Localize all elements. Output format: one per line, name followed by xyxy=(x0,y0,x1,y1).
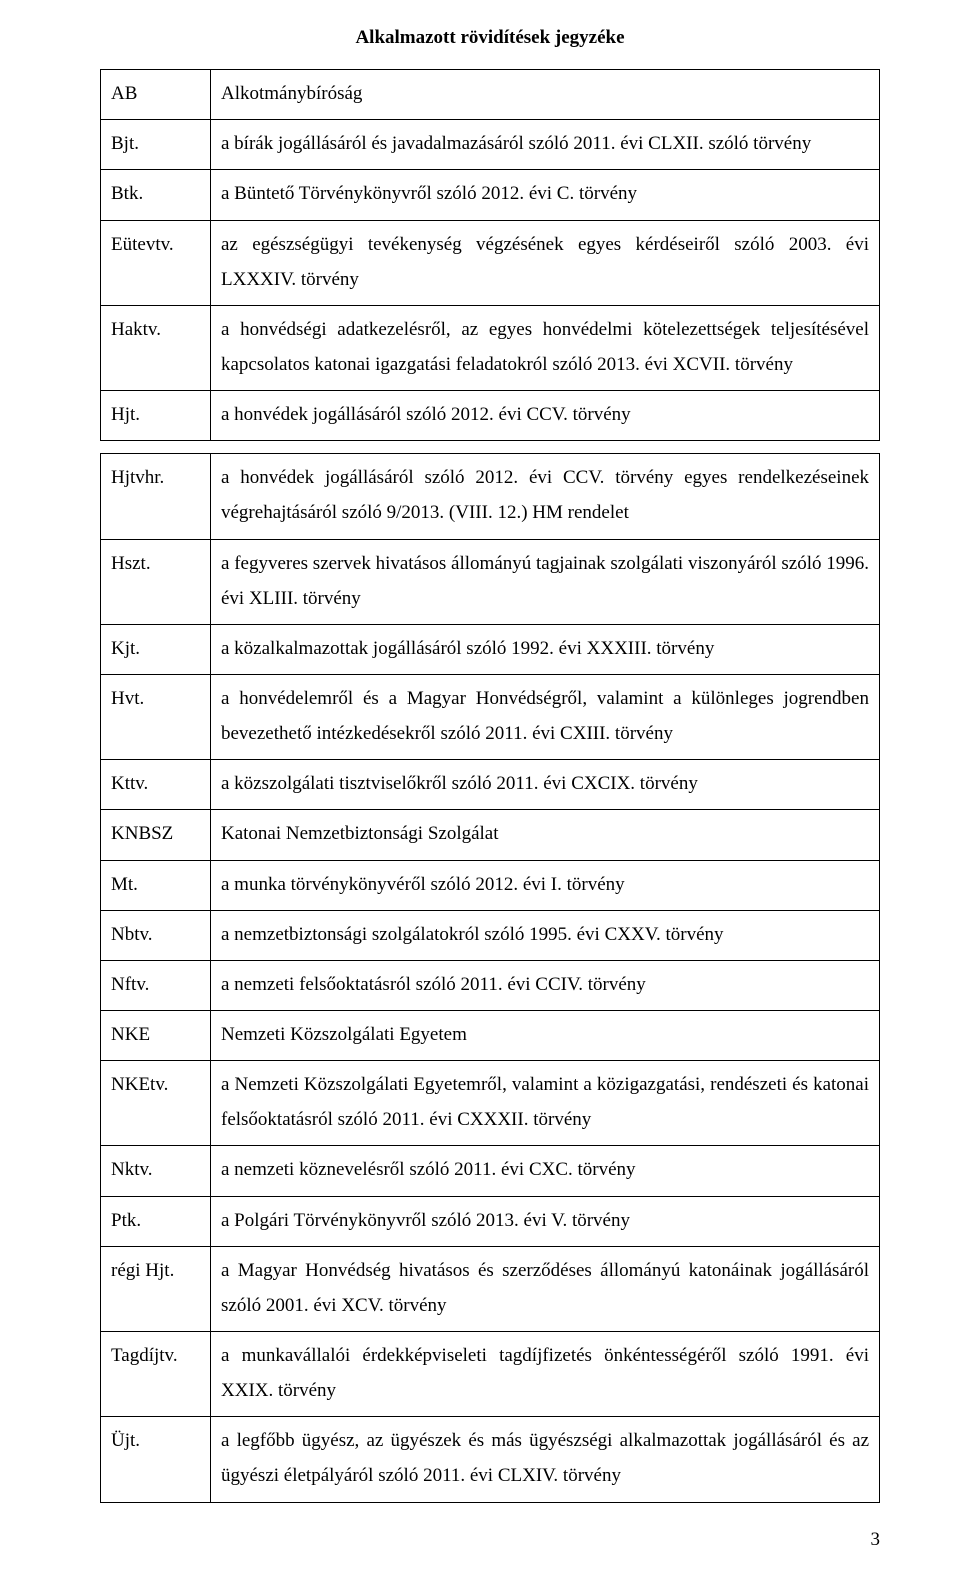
table-row: NKEtv.a Nemzeti Közszolgálati Egyetemről… xyxy=(101,1061,880,1146)
table-row: Eütevtv.az egészségügyi tevékenység végz… xyxy=(101,220,880,305)
definition-cell: a honvédségi adatkezelésről, az egyes ho… xyxy=(211,305,880,390)
definition-cell: a Büntető Törvénykönyvről szóló 2012. év… xyxy=(211,170,880,220)
table-row: Nftv.a nemzeti felsőoktatásról szóló 201… xyxy=(101,960,880,1010)
abbr-cell: Haktv. xyxy=(101,305,211,390)
table-row: Hjtvhr.a honvédek jogállásáról szóló 201… xyxy=(101,454,880,539)
definition-cell: a honvédelemről és a Magyar Honvédségről… xyxy=(211,674,880,759)
abbr-cell: Mt. xyxy=(101,860,211,910)
table-row: Hvt.a honvédelemről és a Magyar Honvédsé… xyxy=(101,674,880,759)
definition-cell: a Polgári Törvénykönyvről szóló 2013. év… xyxy=(211,1196,880,1246)
page-title: Alkalmazott rövidítések jegyzéke xyxy=(100,20,880,55)
table-row: Mt.a munka törvénykönyvéről szóló 2012. … xyxy=(101,860,880,910)
table-row: régi Hjt.a Magyar Honvédség hivatásos és… xyxy=(101,1246,880,1331)
abbr-cell: NKE xyxy=(101,1010,211,1060)
table-row: Hjt.a honvédek jogállásáról szóló 2012. … xyxy=(101,391,880,441)
abbr-cell: Btk. xyxy=(101,170,211,220)
table-row: KNBSZKatonai Nemzetbiztonsági Szolgálat xyxy=(101,810,880,860)
abbr-cell: Ptk. xyxy=(101,1196,211,1246)
abbr-cell: Hvt. xyxy=(101,674,211,759)
table-row: Hszt.a fegyveres szervek hivatásos állom… xyxy=(101,539,880,624)
definition-cell: a közszolgálati tisztviselőkről szóló 20… xyxy=(211,760,880,810)
definition-cell: a fegyveres szervek hivatásos állományú … xyxy=(211,539,880,624)
table-row: ABAlkotmánybíróság xyxy=(101,70,880,120)
abbr-cell: Nbtv. xyxy=(101,910,211,960)
definition-cell: a munka törvénykönyvéről szóló 2012. évi… xyxy=(211,860,880,910)
abbr-cell: KNBSZ xyxy=(101,810,211,860)
abbr-cell: Tagdíjtv. xyxy=(101,1331,211,1416)
abbr-cell: Üjt. xyxy=(101,1417,211,1502)
abbr-cell: Nktv. xyxy=(101,1146,211,1196)
table-row: Btk.a Büntető Törvénykönyvről szóló 2012… xyxy=(101,170,880,220)
abbr-cell: Kjt. xyxy=(101,624,211,674)
table-row: Ptk.a Polgári Törvénykönyvről szóló 2013… xyxy=(101,1196,880,1246)
abbr-cell: Bjt. xyxy=(101,120,211,170)
definition-cell: a nemzetbiztonsági szolgálatokról szóló … xyxy=(211,910,880,960)
abbr-cell: Nftv. xyxy=(101,960,211,1010)
table-row: Üjt.a legfőbb ügyész, az ügyészek és más… xyxy=(101,1417,880,1502)
abbr-cell: AB xyxy=(101,70,211,120)
definition-cell: az egészségügyi tevékenység végzésének e… xyxy=(211,220,880,305)
definition-cell: a honvédek jogállásáról szóló 2012. évi … xyxy=(211,454,880,539)
abbrev-table-2: Hjtvhr.a honvédek jogállásáról szóló 201… xyxy=(100,453,880,1502)
abbr-cell: NKEtv. xyxy=(101,1061,211,1146)
table-row: Tagdíjtv.a munkavállalói érdekképviselet… xyxy=(101,1331,880,1416)
table-row: Kttv.a közszolgálati tisztviselőkről szó… xyxy=(101,760,880,810)
table-row: Bjt.a bírák jogállásáról és javadalmazás… xyxy=(101,120,880,170)
abbr-cell: Hjtvhr. xyxy=(101,454,211,539)
abbr-cell: Hjt. xyxy=(101,391,211,441)
page-number: 3 xyxy=(871,1522,881,1557)
definition-cell: Nemzeti Közszolgálati Egyetem xyxy=(211,1010,880,1060)
abbrev-table-1: ABAlkotmánybíróságBjt.a bírák jogállásár… xyxy=(100,69,880,441)
definition-cell: Alkotmánybíróság xyxy=(211,70,880,120)
abbr-cell: Hszt. xyxy=(101,539,211,624)
definition-cell: a legfőbb ügyész, az ügyészek és más ügy… xyxy=(211,1417,880,1502)
table-row: Nbtv.a nemzetbiztonsági szolgálatokról s… xyxy=(101,910,880,960)
definition-cell: a munkavállalói érdekképviseleti tagdíjf… xyxy=(211,1331,880,1416)
table-row: Haktv.a honvédségi adatkezelésről, az eg… xyxy=(101,305,880,390)
table-row: Kjt.a közalkalmazottak jogállásáról szól… xyxy=(101,624,880,674)
abbr-cell: régi Hjt. xyxy=(101,1246,211,1331)
definition-cell: a Magyar Honvédség hivatásos és szerződé… xyxy=(211,1246,880,1331)
table-row: NKENemzeti Közszolgálati Egyetem xyxy=(101,1010,880,1060)
definition-cell: a nemzeti köznevelésről szóló 2011. évi … xyxy=(211,1146,880,1196)
definition-cell: a honvédek jogállásáról szóló 2012. évi … xyxy=(211,391,880,441)
definition-cell: a közalkalmazottak jogállásáról szóló 19… xyxy=(211,624,880,674)
definition-cell: a Nemzeti Közszolgálati Egyetemről, vala… xyxy=(211,1061,880,1146)
definition-cell: a nemzeti felsőoktatásról szóló 2011. év… xyxy=(211,960,880,1010)
table-row: Nktv.a nemzeti köznevelésről szóló 2011.… xyxy=(101,1146,880,1196)
definition-cell: a bírák jogállásáról és javadalmazásáról… xyxy=(211,120,880,170)
abbr-cell: Eütevtv. xyxy=(101,220,211,305)
definition-cell: Katonai Nemzetbiztonsági Szolgálat xyxy=(211,810,880,860)
abbr-cell: Kttv. xyxy=(101,760,211,810)
